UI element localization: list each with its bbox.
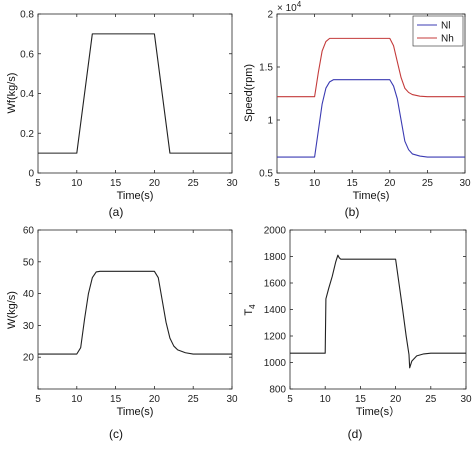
- x-tick-label: 30: [459, 178, 471, 189]
- x-tick-label: 30: [226, 394, 238, 405]
- x-tick-label: 20: [149, 394, 161, 405]
- panel-caption: (a): [109, 205, 124, 219]
- panel-caption: (c): [109, 427, 123, 441]
- y-tick-label: 1800: [264, 252, 287, 263]
- plot-frame: [37, 229, 233, 390]
- chart-panel-b: 5 10 15 20 25 30 0.5 1 1.5 2 × 104 Nl Nh Time(s) Speed…: [243, 0, 471, 219]
- x-tick-label: 5: [274, 178, 280, 189]
- y-tick-label: 2000: [264, 226, 287, 237]
- panel-caption: (d): [348, 427, 363, 441]
- x-axis-label: Time(s): [117, 190, 154, 202]
- x-tick-label: 15: [110, 178, 122, 189]
- x-tick-label: 15: [355, 394, 367, 405]
- x-tick-label: 20: [384, 178, 396, 189]
- chart-panel-c: 5 10 15 20 25 30 20 30 40 50 60 Time(s) W(kg/s) (c): [6, 226, 238, 442]
- y-axis-label: T4: [243, 304, 257, 316]
- y-tick-label: 0: [28, 169, 34, 180]
- y-axis-label-text: T: [243, 309, 255, 316]
- exponent-power: 4: [297, 0, 302, 9]
- x-tick-label: 25: [188, 178, 200, 189]
- x-axis-label: Time(s): [117, 406, 154, 418]
- series-line-a-0: [38, 33, 232, 154]
- y-exponent-label: × 104: [277, 0, 302, 14]
- x-tick-label: 25: [422, 178, 434, 189]
- y-tick-label: 1: [267, 116, 273, 127]
- legend-box: [412, 15, 464, 47]
- x-tick-label: 10: [309, 178, 321, 189]
- y-tick-label: 20: [23, 353, 35, 364]
- x-tick-label: 20: [390, 394, 402, 405]
- chart-panel-a: 5 10 15 20 25 30 0 0.2 0.4 0.6 0.8 Time(s) Wf(kg/s) (…: [6, 10, 238, 220]
- x-tick-label: 30: [460, 394, 472, 405]
- y-tick-label: 1400: [264, 305, 287, 316]
- plot-frame: [37, 13, 233, 174]
- x-tick-label: 10: [71, 178, 83, 189]
- exponent-base: × 10: [277, 3, 297, 14]
- legend: Nl Nh: [412, 15, 464, 47]
- x-tick-label: 5: [35, 394, 41, 405]
- panel-caption: (b): [345, 205, 360, 219]
- x-tick-label: 15: [347, 178, 359, 189]
- chart-panel-d: 5 10 15 20 25 30 800 1000 1200 1400 1600 1800 2000 Ti…: [243, 226, 472, 442]
- x-axis-label: Time(s）: [356, 405, 400, 418]
- y-axis-label: Speed(rpm): [243, 64, 255, 122]
- y-tick-label: 0.6: [20, 49, 34, 60]
- y-tick-label: 30: [23, 321, 35, 332]
- x-tick-label: 5: [35, 178, 41, 189]
- y-tick-label: 0.4: [20, 89, 34, 100]
- y-axis-label-text: W(kg/s): [6, 291, 18, 329]
- y-tick-label: 1000: [264, 358, 287, 369]
- y-tick-label: 60: [23, 226, 35, 237]
- x-axis-label: Time(s): [353, 190, 390, 202]
- x-tick-label: 15: [110, 394, 122, 405]
- series-line-c-0: [38, 270, 232, 355]
- y-tick-label: 2: [267, 10, 273, 21]
- y-axis-label-text: Wf(kg/s): [6, 73, 18, 114]
- y-tick-label: 1600: [264, 279, 287, 290]
- y-axis-label-subscript: 4: [248, 304, 257, 309]
- x-tick-label: 25: [425, 394, 437, 405]
- legend-label: Nh: [441, 34, 454, 45]
- y-tick-label: 0.8: [20, 10, 34, 21]
- legend-label: Nl: [441, 21, 450, 32]
- series-line-d-0: [290, 254, 466, 369]
- y-tick-label: 40: [23, 289, 35, 300]
- y-tick-label: 800: [269, 385, 286, 396]
- y-axis-label: Wf(kg/s): [6, 73, 18, 114]
- y-tick-label: 50: [23, 257, 35, 268]
- series-line-b-0: [277, 79, 465, 158]
- x-tick-label: 30: [226, 178, 238, 189]
- y-tick-label: 0.2: [20, 129, 34, 140]
- x-tick-label: 10: [320, 394, 332, 405]
- x-tick-label: 5: [287, 394, 293, 405]
- y-axis-label: W(kg/s): [6, 291, 18, 329]
- series-line-b-1: [277, 37, 465, 98]
- y-tick-label: 1.5: [259, 63, 273, 74]
- y-tick-label: 1200: [264, 332, 287, 343]
- x-tick-label: 10: [71, 394, 83, 405]
- plot-frame: [289, 229, 467, 390]
- y-axis-label-text: Speed(rpm): [243, 64, 255, 122]
- x-tick-label: 20: [149, 178, 161, 189]
- x-tick-label: 25: [188, 394, 200, 405]
- y-tick-label: 0.5: [259, 169, 273, 180]
